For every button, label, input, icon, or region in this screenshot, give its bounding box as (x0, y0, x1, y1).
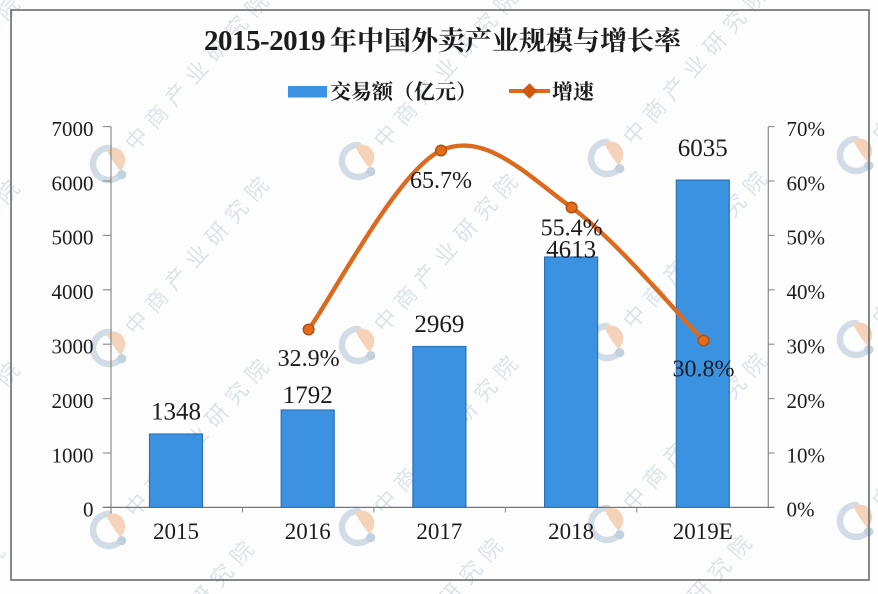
svg-text:2969: 2969 (414, 311, 464, 338)
svg-text:5000: 5000 (52, 226, 94, 250)
svg-text:2015-2019: 2015-2019 (204, 25, 325, 57)
svg-text:1348: 1348 (151, 398, 201, 425)
svg-text:4613: 4613 (546, 236, 596, 263)
svg-text:1000: 1000 (52, 443, 94, 467)
svg-text:20%: 20% (787, 389, 826, 413)
svg-text:10%: 10% (787, 443, 826, 467)
svg-text:65.7%: 65.7% (410, 168, 472, 194)
svg-text:4000: 4000 (52, 280, 94, 304)
svg-text:40%: 40% (787, 280, 826, 304)
svg-text:70%: 70% (787, 117, 826, 141)
svg-text:2016: 2016 (285, 519, 331, 544)
svg-text:32.9%: 32.9% (278, 346, 340, 372)
svg-text:7000: 7000 (52, 117, 94, 141)
svg-text:6035: 6035 (678, 135, 728, 162)
svg-text:30.8%: 30.8% (673, 357, 735, 383)
svg-text:1792: 1792 (283, 382, 333, 409)
svg-text:50%: 50% (787, 226, 826, 250)
svg-text:0: 0 (83, 498, 94, 522)
svg-text:2000: 2000 (52, 389, 94, 413)
svg-text:60%: 60% (787, 171, 826, 195)
svg-text:30%: 30% (787, 335, 826, 359)
svg-text:2018: 2018 (548, 519, 594, 544)
svg-text:2015: 2015 (153, 519, 199, 544)
svg-text:3000: 3000 (52, 335, 94, 359)
svg-text:55.4%: 55.4% (541, 216, 603, 242)
svg-text:6000: 6000 (52, 171, 94, 195)
svg-text:0%: 0% (787, 498, 815, 522)
svg-text:2017: 2017 (416, 519, 462, 544)
svg-text:2019E: 2019E (673, 519, 733, 544)
